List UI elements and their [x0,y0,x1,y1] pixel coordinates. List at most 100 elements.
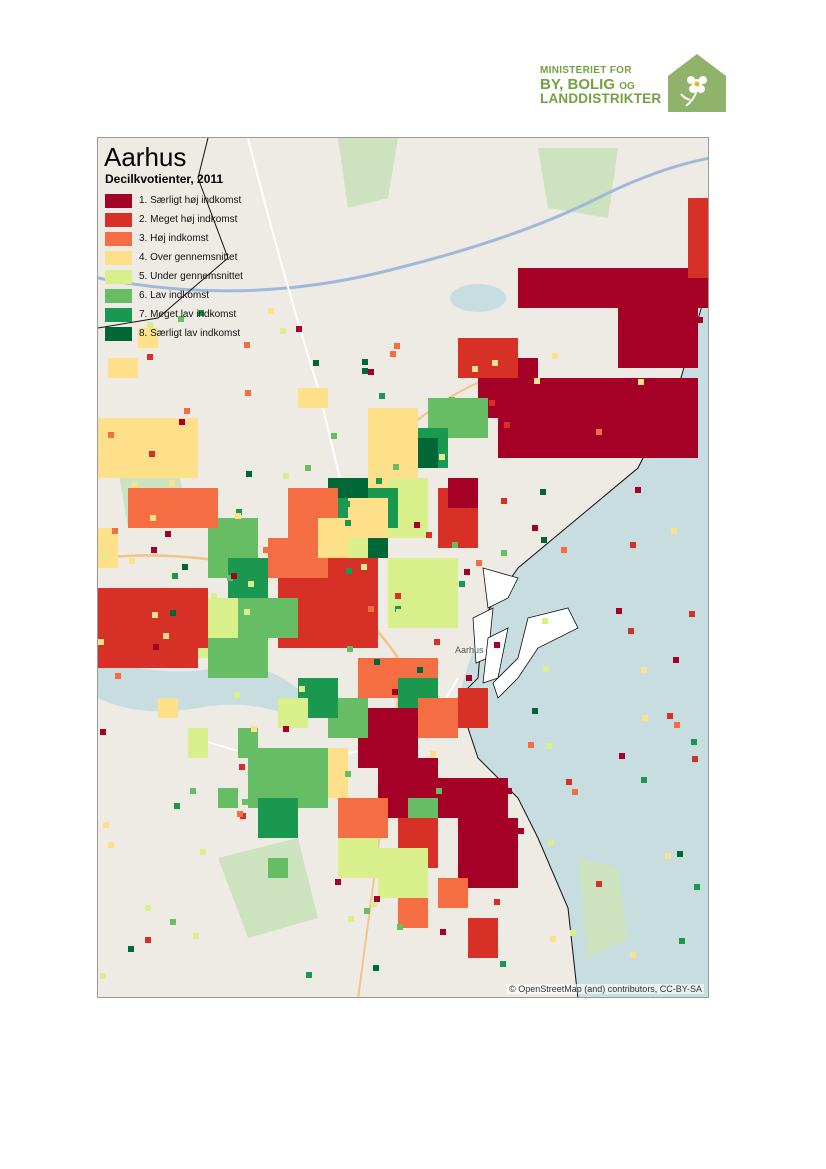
income-cell [548,840,554,846]
legend-label: 1. Særligt høj indkomst [139,195,242,206]
logo-line-2-main: BY, BOLIG [540,75,616,93]
income-cell [108,432,114,438]
income-cell [371,901,377,907]
income-cell [572,789,578,795]
income-cell [671,528,677,534]
income-cell [236,509,242,515]
income-cell [546,743,552,749]
income-cell [299,686,305,692]
income-block [458,818,518,888]
income-cell [552,353,558,359]
income-cell [641,667,647,673]
income-cell [364,908,370,914]
income-block [448,478,478,508]
income-cell [449,397,455,403]
logo-line-2-small: OG [619,80,635,92]
income-cell [550,936,556,942]
income-cell [260,829,266,835]
income-cell [331,433,337,439]
income-map[interactable]: Aarhus Decilkvotienter, 2011 1. Særligt … [97,137,709,998]
income-cell [619,753,625,759]
income-cell [98,639,104,645]
income-cell [145,905,151,911]
income-cell [198,310,204,316]
income-cell [313,360,319,366]
income-cell [368,369,374,375]
income-cell [362,368,368,374]
income-cell [638,379,644,385]
income-cell [596,429,602,435]
income-cell [115,673,121,679]
income-cell [246,471,252,477]
income-cell [296,326,302,332]
income-cell [344,501,350,507]
map-subtitle: Decilkvotienter, 2011 [105,172,224,186]
income-cell [534,378,540,384]
income-cell [362,359,368,365]
income-cell [628,628,634,634]
income-cell [244,342,250,348]
income-cell [184,408,190,414]
income-cell [112,528,118,534]
income-cell [692,756,698,762]
income-cell [147,322,153,328]
income-block [128,488,218,528]
legend-swatch [105,326,132,341]
income-cell [689,611,695,617]
income-cell [396,609,402,615]
income-cell [345,771,351,777]
income-cell [566,779,572,785]
income-block [208,638,268,678]
legend-item: 5. Under gennemsnittet [105,267,243,286]
income-cell [345,520,351,526]
income-block [408,798,438,818]
income-cell [440,929,446,935]
income-cell [200,849,206,855]
map-title: Aarhus [104,142,187,172]
income-cell [306,972,312,978]
income-block [418,698,458,738]
income-cell [178,316,184,322]
income-cell [641,777,647,783]
income-cell [227,575,233,581]
income-cell [179,419,185,425]
logo-line-3: LANDDISTRIKTER [540,91,662,107]
income-cell [283,726,289,732]
income-cell [335,879,341,885]
income-cell [150,515,156,521]
income-cell [108,842,114,848]
legend-item: 2. Meget høj indkomst [105,210,243,229]
income-cell [152,612,158,618]
income-cell [145,937,151,943]
income-block [518,268,708,308]
income-cell [153,644,159,650]
legend-swatch [105,250,132,265]
income-cell [305,465,311,471]
income-cell [169,480,175,486]
income-cell [492,360,498,366]
income-cell [414,522,420,528]
income-cell [667,713,673,719]
logo-line-2: BY, BOLIG OG [540,75,661,93]
legend-label: 8. Særligt lav indkomst [139,328,241,339]
income-block [98,648,198,668]
legend-label: 6. Lav indkomst [139,290,210,301]
income-cell [348,916,354,922]
legend: 1. Særligt høj indkomst 2. Meget høj indk… [105,191,243,343]
income-cell [231,573,237,579]
income-block [108,358,138,378]
income-cell [172,573,178,579]
income-cell [234,692,240,698]
income-cell [149,418,155,424]
income-block [278,698,308,728]
income-cell [373,965,379,971]
attribution[interactable]: © OpenStreetMap (and) contributors, CC-B… [507,984,704,994]
income-block [378,848,428,898]
income-cell [439,454,445,460]
income-cell [244,609,250,615]
income-block [438,778,508,818]
income-cell [635,487,641,493]
income-block [458,688,488,728]
income-block [218,788,238,808]
income-cell [248,581,254,587]
